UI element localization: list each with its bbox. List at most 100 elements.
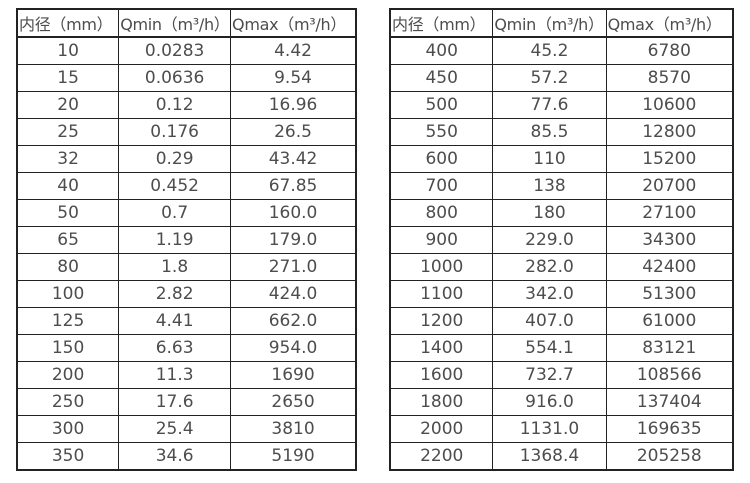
table-cell: 407.0 [492,307,607,335]
table-cell: 80 [16,253,120,281]
table-cell: 0.12 [118,91,232,119]
table-cell: 0.452 [118,172,232,200]
table-cell: 1131.0 [492,415,607,443]
column-header: Qmin（m³/h） [118,8,232,38]
table-cell: 83121 [605,334,734,362]
table-cell: 50 [16,199,120,227]
header-row: 内径（mm） Qmin（m³/h） Qmax（m³/h） [16,8,357,38]
table-cell: 662.0 [230,307,357,335]
table-cell: 250 [16,388,120,416]
table-cell: 732.7 [492,361,607,389]
table-cell: 1100 [389,280,494,308]
table-cell: 16.96 [230,91,357,119]
table-row: 700 138 20700 [389,172,734,200]
table-row: 125 4.41 662.0 [16,307,357,335]
table-cell: 2650 [230,388,357,416]
table-row: 900 229.0 34300 [389,226,734,254]
table-cell: 229.0 [492,226,607,254]
table-cell: 15 [16,64,120,92]
table-cell: 2.82 [118,280,232,308]
table-row: 50 0.7 160.0 [16,199,357,227]
table-cell: 0.29 [118,145,232,173]
table-cell: 179.0 [230,226,357,254]
table-cell: 5190 [230,442,357,471]
table-cell: 900 [389,226,494,254]
table-cell: 100 [16,280,120,308]
table-row: 1600 732.7 108566 [389,361,734,389]
table-cell: 15200 [605,145,734,173]
table-cell: 1.19 [118,226,232,254]
column-header: Qmax（m³/h） [605,8,734,38]
table-cell: 0.176 [118,118,232,146]
table-row: 25 0.176 26.5 [16,118,357,146]
table-cell: 1400 [389,334,494,362]
table-row: 600 110 15200 [389,145,734,173]
table-row: 1800 916.0 137404 [389,388,734,416]
table-cell: 271.0 [230,253,357,281]
table-cell: 9.54 [230,64,357,92]
column-header: 内径（mm） [389,8,494,38]
table-cell: 67.85 [230,172,357,200]
table-cell: 800 [389,199,494,227]
table-cell: 11.3 [118,361,232,389]
table-row: 500 77.6 10600 [389,91,734,119]
table-cell: 12800 [605,118,734,146]
table-cell: 26.5 [230,118,357,146]
table-cell: 2000 [389,415,494,443]
table-cell: 0.0283 [118,36,232,65]
table-cell: 25 [16,118,120,146]
flow-table-large-diameters: 内径（mm） Qmin（m³/h） Qmax（m³/h） 400 45.2 6780 450… [389,8,734,471]
table-cell: 27100 [605,199,734,227]
table-cell: 1.8 [118,253,232,281]
table-cell: 450 [389,64,494,92]
table-cell: 300 [16,415,120,443]
table-cell: 77.6 [492,91,607,119]
table-cell: 205258 [605,442,734,471]
table-row: 40 0.452 67.85 [16,172,357,200]
table-row: 350 34.6 5190 [16,442,357,471]
table-row: 2200 1368.4 205258 [389,442,734,471]
table-row: 550 85.5 12800 [389,118,734,146]
column-header: Qmax（m³/h） [230,8,357,38]
table-row: 150 6.63 954.0 [16,334,357,362]
table-cell: 32 [16,145,120,173]
table-cell: 554.1 [492,334,607,362]
table-row: 300 25.4 3810 [16,415,357,443]
table-cell: 954.0 [230,334,357,362]
table-cell: 10 [16,36,120,65]
table-row: 400 45.2 6780 [389,36,734,65]
table-cell: 10600 [605,91,734,119]
table-cell: 350 [16,442,120,471]
table-row: 1000 282.0 42400 [389,253,734,281]
table-cell: 1690 [230,361,357,389]
header-row: 内径（mm） Qmin（m³/h） Qmax（m³/h） [389,8,734,38]
table-cell: 400 [389,36,494,65]
table-row: 450 57.2 8570 [389,64,734,92]
table-cell: 45.2 [492,36,607,65]
table-row: 1200 407.0 61000 [389,307,734,335]
table-cell: 138 [492,172,607,200]
table-cell: 4.42 [230,36,357,65]
table-cell: 4.41 [118,307,232,335]
table-cell: 34.6 [118,442,232,471]
table-cell: 550 [389,118,494,146]
table-cell: 700 [389,172,494,200]
table-cell: 6.63 [118,334,232,362]
table-row: 20 0.12 16.96 [16,91,357,119]
table-cell: 110 [492,145,607,173]
table-cell: 3810 [230,415,357,443]
table-cell: 125 [16,307,120,335]
table-cell: 20 [16,91,120,119]
table-row: 100 2.82 424.0 [16,280,357,308]
table-cell: 8570 [605,64,734,92]
table-cell: 160.0 [230,199,357,227]
table-cell: 1800 [389,388,494,416]
table-cell: 20700 [605,172,734,200]
table-row: 15 0.0636 9.54 [16,64,357,92]
table-cell: 25.4 [118,415,232,443]
table-cell: 600 [389,145,494,173]
table-cell: 61000 [605,307,734,335]
table-row: 800 180 27100 [389,199,734,227]
table-cell: 65 [16,226,120,254]
